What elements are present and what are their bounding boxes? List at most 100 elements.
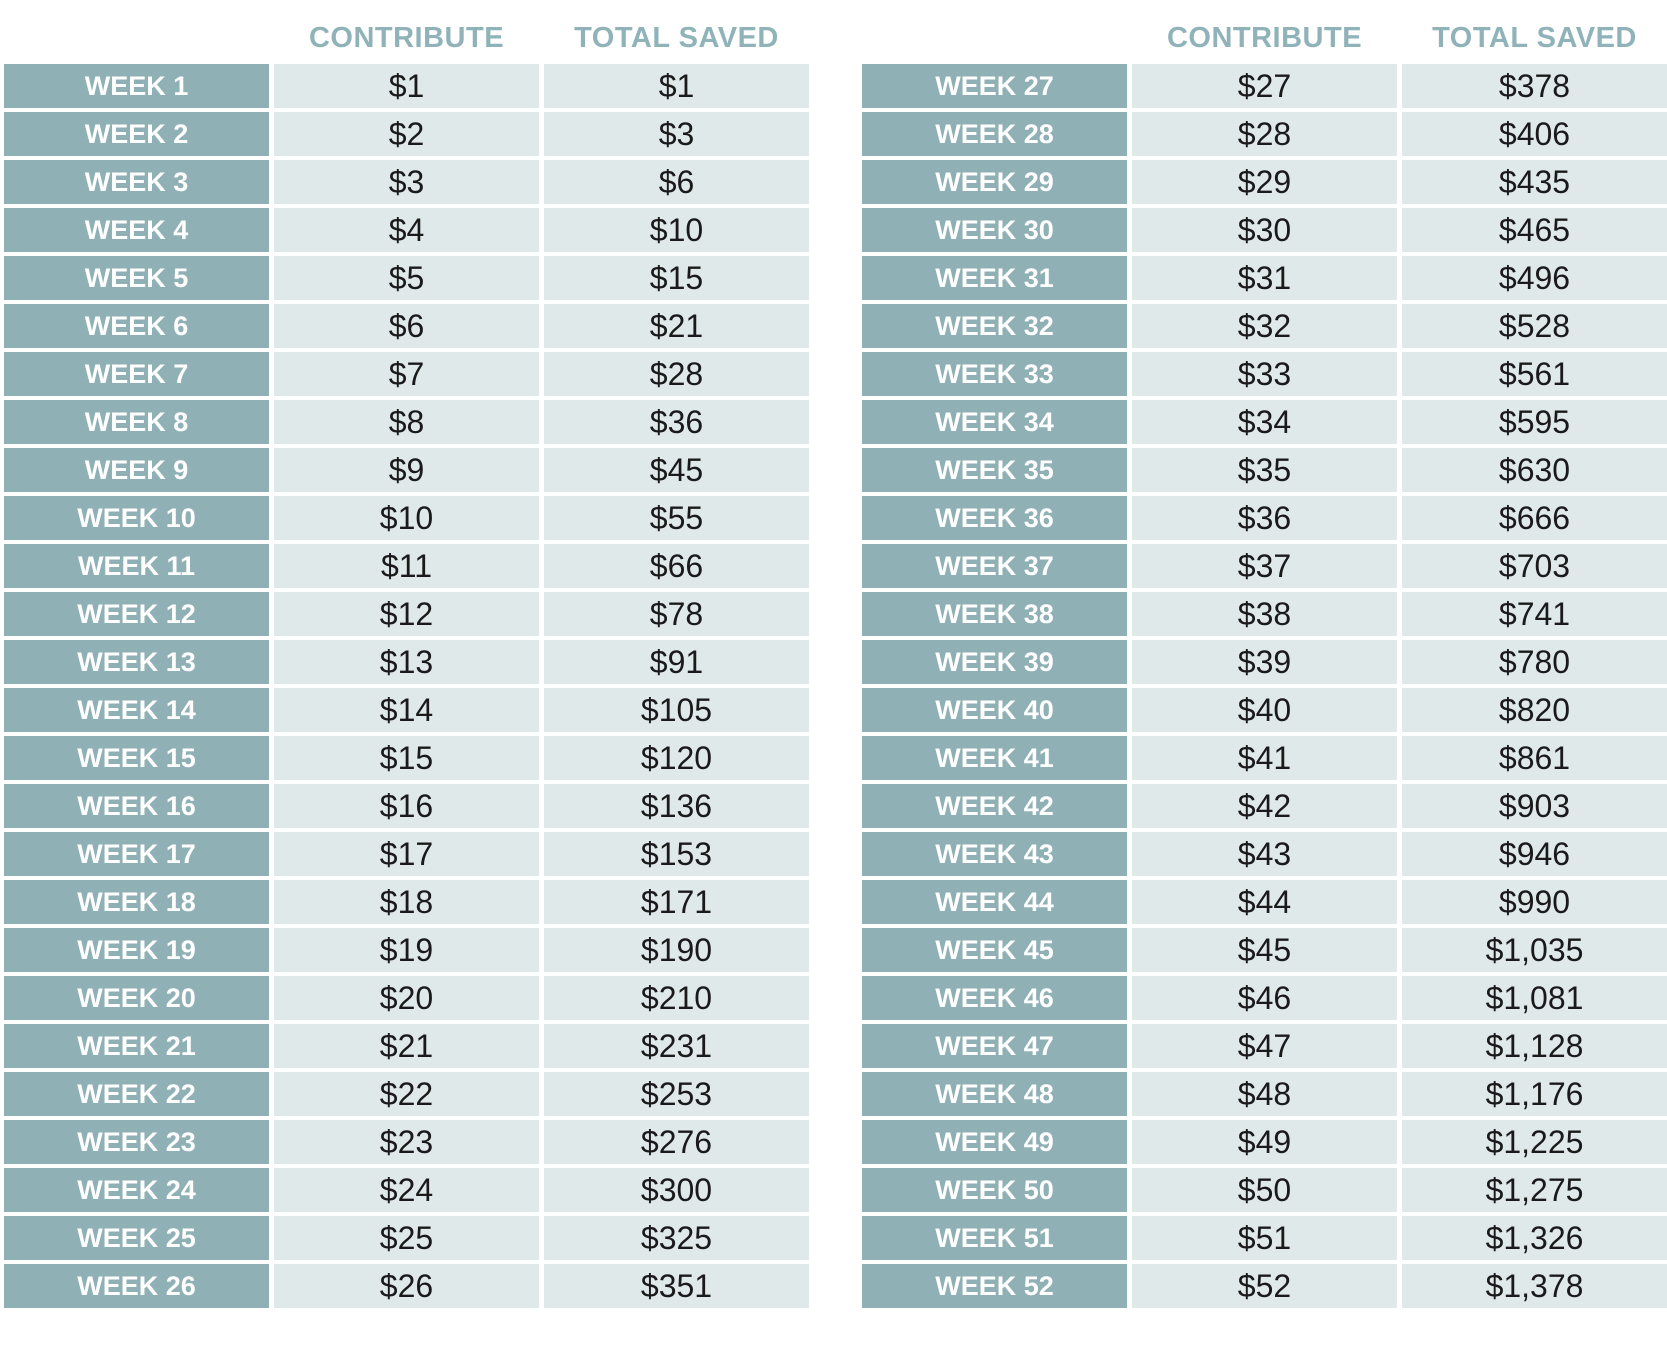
total-saved: $171 <box>544 880 809 924</box>
total-saved: $990 <box>1402 880 1667 924</box>
week-label: WEEK 44 <box>862 880 1127 924</box>
total-saved: $435 <box>1402 160 1667 204</box>
contribution: $27 <box>1132 64 1397 108</box>
week-label: WEEK 39 <box>862 640 1127 684</box>
total-saved: $1,378 <box>1402 1264 1667 1308</box>
contribution: $35 <box>1132 448 1397 492</box>
contribution: $50 <box>1132 1168 1397 1212</box>
total-saved: $325 <box>544 1216 809 1260</box>
contribution: $39 <box>1132 640 1397 684</box>
total-saved: $496 <box>1402 256 1667 300</box>
contribution: $43 <box>1132 832 1397 876</box>
total-saved: $1,035 <box>1402 928 1667 972</box>
total-saved: $153 <box>544 832 809 876</box>
total-saved: $28 <box>544 352 809 396</box>
total-saved: $946 <box>1402 832 1667 876</box>
total-saved: $741 <box>1402 592 1667 636</box>
total-saved: $820 <box>1402 688 1667 732</box>
total-saved: $378 <box>1402 64 1667 108</box>
column-header: TOTAL SAVED <box>574 22 779 54</box>
total-saved: $903 <box>1402 784 1667 828</box>
contribution: $47 <box>1132 1024 1397 1068</box>
contribution: $4 <box>274 208 539 252</box>
week-label: WEEK 31 <box>862 256 1127 300</box>
week-label: WEEK 46 <box>862 976 1127 1020</box>
total-saved: $300 <box>544 1168 809 1212</box>
week-label: WEEK 32 <box>862 304 1127 348</box>
total-saved: $1,275 <box>1402 1168 1667 1212</box>
total-saved: $630 <box>1402 448 1667 492</box>
week-label: WEEK 15 <box>4 736 269 780</box>
contribution: $40 <box>1132 688 1397 732</box>
contribution: $7 <box>274 352 539 396</box>
week-label: WEEK 27 <box>862 64 1127 108</box>
contribution: $2 <box>274 112 539 156</box>
total-saved: $36 <box>544 400 809 444</box>
week-label: WEEK 52 <box>862 1264 1127 1308</box>
week-label: WEEK 16 <box>4 784 269 828</box>
contribution: $44 <box>1132 880 1397 924</box>
total-saved: $253 <box>544 1072 809 1116</box>
week-label: WEEK 24 <box>4 1168 269 1212</box>
contribution: $19 <box>274 928 539 972</box>
week-label: WEEK 38 <box>862 592 1127 636</box>
total-saved: $6 <box>544 160 809 204</box>
week-label: WEEK 50 <box>862 1168 1127 1212</box>
total-saved: $55 <box>544 496 809 540</box>
week-label: WEEK 1 <box>4 64 269 108</box>
contribution: $22 <box>274 1072 539 1116</box>
week-label: WEEK 22 <box>4 1072 269 1116</box>
total-saved: $91 <box>544 640 809 684</box>
total-saved: $190 <box>544 928 809 972</box>
total-saved: $406 <box>1402 112 1667 156</box>
contribution: $33 <box>1132 352 1397 396</box>
week-label: WEEK 45 <box>862 928 1127 972</box>
week-label: WEEK 47 <box>862 1024 1127 1068</box>
contribution: $6 <box>274 304 539 348</box>
week-label: WEEK 20 <box>4 976 269 1020</box>
week-label: WEEK 35 <box>862 448 1127 492</box>
contribution: $24 <box>274 1168 539 1212</box>
total-saved: $120 <box>544 736 809 780</box>
contribution: $21 <box>274 1024 539 1068</box>
total-saved: $1,081 <box>1402 976 1667 1020</box>
column-header: CONTRIBUTE <box>308 22 505 54</box>
contribution: $49 <box>1132 1120 1397 1164</box>
total-saved: $595 <box>1402 400 1667 444</box>
week-label: WEEK 4 <box>4 208 269 252</box>
total-saved: $666 <box>1402 496 1667 540</box>
week-label: WEEK 7 <box>4 352 269 396</box>
week-label: WEEK 48 <box>862 1072 1127 1116</box>
contribution: $20 <box>274 976 539 1020</box>
week-label: WEEK 9 <box>4 448 269 492</box>
week-label: WEEK 5 <box>4 256 269 300</box>
week-label: WEEK 34 <box>862 400 1127 444</box>
contribution: $42 <box>1132 784 1397 828</box>
week-label: WEEK 29 <box>862 160 1127 204</box>
total-saved: $1 <box>544 64 809 108</box>
total-saved: $105 <box>544 688 809 732</box>
total-saved: $1,225 <box>1402 1120 1667 1164</box>
total-saved: $1,176 <box>1402 1072 1667 1116</box>
contribution: $45 <box>1132 928 1397 972</box>
contribution: $31 <box>1132 256 1397 300</box>
total-saved: $465 <box>1402 208 1667 252</box>
total-saved: $21 <box>544 304 809 348</box>
week-label: WEEK 10 <box>4 496 269 540</box>
week-label: WEEK 49 <box>862 1120 1127 1164</box>
contribution: $16 <box>274 784 539 828</box>
contribution: $5 <box>274 256 539 300</box>
week-label: WEEK 36 <box>862 496 1127 540</box>
contribution: $14 <box>274 688 539 732</box>
contribution: $48 <box>1132 1072 1397 1116</box>
week-label: WEEK 6 <box>4 304 269 348</box>
contribution: $13 <box>274 640 539 684</box>
total-saved: $45 <box>544 448 809 492</box>
week-label: WEEK 17 <box>4 832 269 876</box>
total-saved: $3 <box>544 112 809 156</box>
contribution: $15 <box>274 736 539 780</box>
week-label: WEEK 28 <box>862 112 1127 156</box>
contribution: $18 <box>274 880 539 924</box>
contribution: $29 <box>1132 160 1397 204</box>
total-saved: $276 <box>544 1120 809 1164</box>
